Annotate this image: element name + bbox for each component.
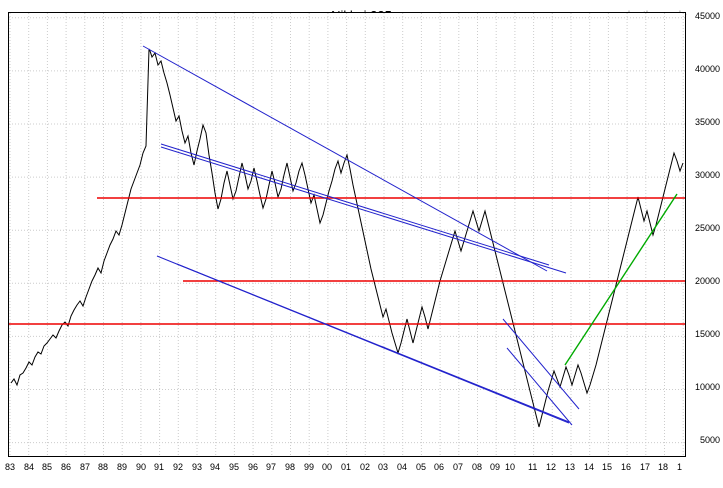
x-axis-label-98: 98	[285, 462, 296, 472]
x-axis-label-96: 96	[248, 462, 259, 472]
x-axis-label-09: 09	[490, 462, 501, 472]
y-axis-label-30000: 30000	[694, 170, 720, 180]
x-axis-label-04: 04	[397, 462, 408, 472]
channel-upper-line	[160, 143, 550, 266]
horizontal-gridlines	[9, 17, 685, 444]
small-channel-upper-line	[502, 318, 580, 410]
x-axis-label-99: 99	[304, 462, 315, 472]
x-axis-label-03: 03	[378, 462, 389, 472]
x-axis-label-13: 13	[565, 462, 576, 472]
x-axis-label-12: 12	[546, 462, 557, 472]
y-axis-label-10000: 10000	[694, 382, 720, 392]
plot-area	[8, 12, 686, 457]
x-axis-label-17: 17	[640, 462, 651, 472]
x-axis-label-95: 95	[229, 462, 240, 472]
trendlines	[142, 45, 580, 426]
x-axis-label-14: 14	[584, 462, 595, 472]
x-axis-label-89: 89	[117, 462, 128, 472]
x-axis-label-06: 06	[434, 462, 445, 472]
y-axis-label-15000: 15000	[694, 329, 720, 339]
x-axis-label-02: 02	[360, 462, 371, 472]
y-axis-label-45000: 45000	[694, 11, 720, 21]
x-axis-label-93: 93	[192, 462, 203, 472]
small-channel-lower-line	[506, 347, 573, 426]
x-axis-label-86: 86	[61, 462, 72, 472]
x-axis-label-11: 11	[528, 462, 538, 472]
x-axis-label-85: 85	[42, 462, 53, 472]
y-axis-label-25000: 25000	[694, 223, 720, 233]
x-axis-label-88: 88	[98, 462, 109, 472]
x-axis-label-15: 15	[602, 462, 613, 472]
x-axis-label-01: 01	[341, 462, 352, 472]
x-axis-label-94: 94	[210, 462, 221, 472]
x-axis-label-87: 87	[80, 462, 91, 472]
x-axis-label-90: 90	[136, 462, 147, 472]
x-axis-label-10: 10	[505, 462, 516, 472]
vertical-gridlines	[9, 13, 684, 456]
x-axis-label-91: 91	[154, 462, 165, 472]
x-axis-label-08: 08	[472, 462, 483, 472]
chart-svg	[9, 13, 685, 456]
x-axis-label-18: 18	[658, 462, 669, 472]
x-axis-label-92: 92	[173, 462, 184, 472]
uptrend-line	[564, 193, 678, 366]
x-axis-label-00: 00	[322, 462, 333, 472]
y-axis-label-40000: 40000	[694, 64, 720, 74]
x-axis-label-97: 97	[266, 462, 277, 472]
x-axis-label-07: 07	[453, 462, 464, 472]
x-axis-label-05: 05	[416, 462, 427, 472]
y-axis-label-35000: 35000	[694, 117, 720, 127]
inner-downtrend-line	[176, 263, 570, 423]
x-axis-label-83: 83	[5, 462, 16, 472]
x-axis-label-84: 84	[24, 462, 35, 472]
x-axis-label-16: 16	[621, 462, 632, 472]
y-axis-label-5000: 5000	[699, 435, 720, 445]
horizontal-price-levels	[9, 197, 685, 325]
primary-downtrend-line	[142, 45, 548, 272]
y-axis-label-20000: 20000	[694, 276, 720, 286]
x-axis-label-next: 1	[677, 462, 683, 472]
channel-mid-line	[160, 146, 567, 274]
